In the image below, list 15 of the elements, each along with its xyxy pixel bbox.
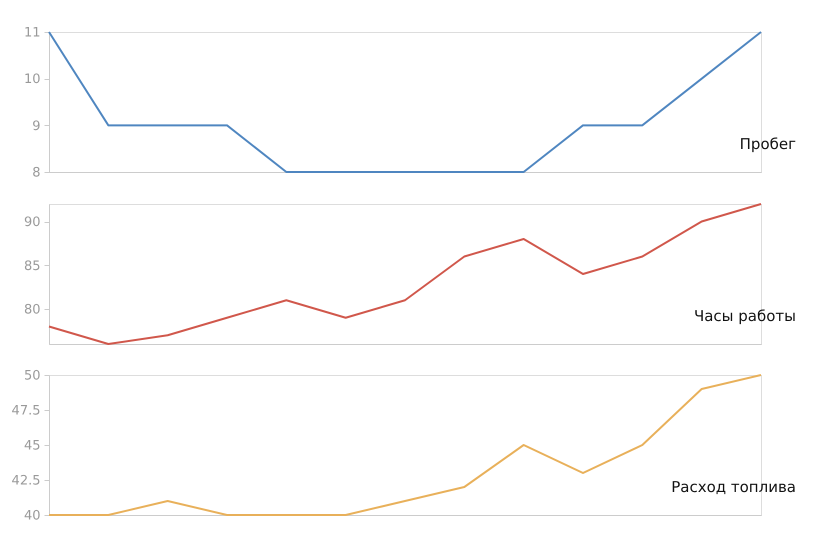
text: Часы работы [694, 307, 796, 325]
y-tick-label: 80 [24, 302, 40, 318]
y-tick-label: 42.5 [12, 474, 40, 488]
y-tick-label: 40 [24, 508, 40, 524]
y-tick-label: 50 [24, 368, 40, 384]
y-tick-label: 10 [24, 72, 40, 88]
text: Пробег [740, 135, 796, 153]
y-tick-label: 11 [24, 26, 40, 40]
y-tick-label: 47.5 [12, 404, 40, 418]
y-tick-label: 90 [24, 215, 40, 230]
y-tick-label: 8 [32, 166, 40, 180]
y-tick-label: 45 [24, 438, 40, 454]
y-tick-label: 9 [32, 118, 40, 134]
text: Расход топлива [671, 478, 796, 496]
y-tick-label: 85 [24, 258, 40, 274]
